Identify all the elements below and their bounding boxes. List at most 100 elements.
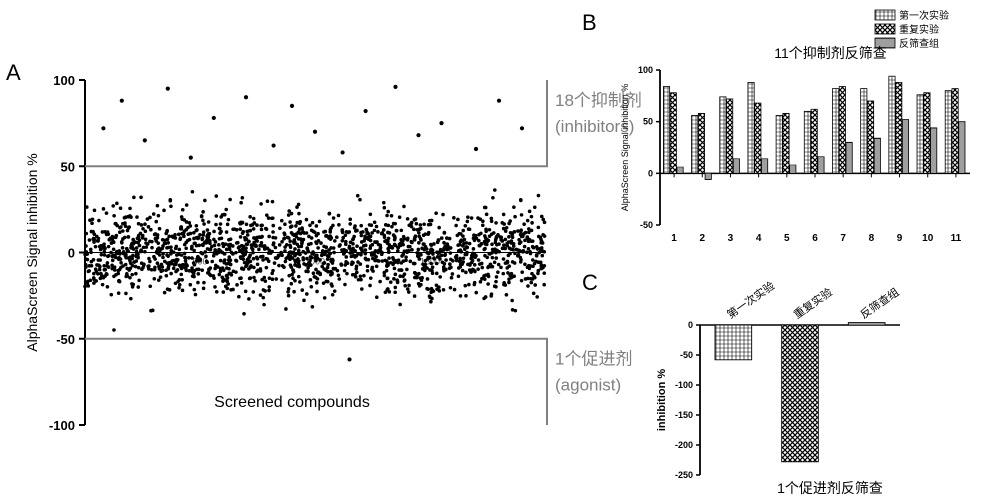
scatter-point: [354, 267, 358, 271]
scatter-point: [272, 241, 276, 245]
scatter-point: [513, 215, 517, 219]
ytick: -200: [675, 440, 693, 450]
scatter-point: [190, 256, 194, 260]
scatter-point: [400, 254, 404, 258]
scatter-point: [450, 276, 454, 280]
scatter-point: [163, 241, 167, 245]
scatter-point: [267, 235, 271, 239]
scatter-point: [505, 242, 509, 246]
scatter-point: [261, 255, 265, 259]
scatter-point: [481, 219, 485, 223]
scatter-point: [477, 233, 481, 237]
scatter-point: [505, 293, 509, 297]
scatter-point: [332, 251, 336, 255]
scatter-point: [419, 253, 423, 257]
scatter-point: [271, 224, 275, 228]
scatter-point: [318, 220, 322, 224]
scatter-point: [196, 237, 200, 241]
scatter-point: [183, 256, 187, 260]
scatter-point: [280, 219, 284, 223]
bar: [861, 89, 867, 174]
scatter-point: [169, 245, 173, 249]
scatter-point: [335, 235, 339, 239]
scatter-point: [494, 280, 498, 284]
bar: [715, 325, 752, 360]
scatter-point: [222, 268, 226, 272]
scatter-point: [452, 216, 456, 220]
scatter-point: [502, 213, 506, 217]
scatter-point: [382, 201, 386, 205]
inhibitor-point: [101, 126, 105, 130]
scatter-point: [428, 219, 432, 223]
scatter-point: [488, 228, 492, 232]
scatter-point: [407, 245, 411, 249]
scatter-point: [152, 212, 156, 216]
scatter-point: [260, 235, 264, 239]
scatter-point: [393, 236, 397, 240]
scatter-point: [301, 250, 305, 254]
scatter-point: [106, 285, 110, 289]
scatter-point: [466, 215, 470, 219]
scatter-point: [116, 256, 120, 260]
scatter-point: [169, 252, 173, 256]
scatter-point: [127, 215, 131, 219]
scatter-point: [124, 215, 128, 219]
legend-label: 第一次实验: [899, 9, 949, 22]
scatter-point: [310, 236, 314, 240]
scatter-point: [491, 196, 495, 200]
scatter-point: [114, 273, 118, 277]
scatter-point: [343, 251, 347, 255]
figure: ABC-100-5005010050010001500AlphaScreen S…: [0, 0, 1000, 503]
scatter-point: [125, 272, 129, 276]
bar: [804, 111, 810, 173]
scatter-point: [483, 247, 487, 251]
scatter-point: [328, 212, 332, 216]
scatter-point: [148, 216, 152, 220]
bar: [931, 128, 937, 173]
scatter-point: [533, 276, 537, 280]
scatter-point: [214, 264, 218, 268]
scatter-point: [90, 221, 94, 225]
scatter-point: [371, 266, 375, 270]
scatter-point: [301, 256, 305, 260]
scatter-point: [287, 274, 291, 278]
scatter-point: [247, 297, 251, 301]
scatter-point: [129, 297, 133, 301]
scatter-point: [522, 232, 526, 236]
scatter-point: [385, 269, 389, 273]
scatter-point: [393, 286, 397, 290]
scatter-point: [387, 250, 391, 254]
scatter-point: [337, 223, 341, 227]
scatter-point: [333, 289, 337, 293]
legend-label: 反筛查组: [899, 37, 939, 50]
scatter-point: [432, 242, 436, 246]
scatter-point: [352, 235, 356, 239]
scatter-point: [413, 218, 417, 222]
ytick: -50: [680, 350, 693, 360]
scatter-point: [271, 236, 275, 240]
scatter-point: [504, 238, 508, 242]
scatter-point: [359, 224, 363, 228]
scatter-point: [156, 261, 160, 265]
scatter-point: [507, 277, 511, 281]
scatter-point: [435, 272, 439, 276]
scatter-point: [102, 207, 106, 211]
scatter-point: [314, 268, 318, 272]
scatter-point: [343, 269, 347, 273]
inhibitor-point: [272, 143, 276, 147]
scatter-point: [263, 244, 267, 248]
scatter-point: [173, 263, 177, 267]
scatter-point: [127, 235, 131, 239]
scatter-point: [472, 247, 476, 251]
scatter-point: [163, 291, 167, 295]
scatter-point: [188, 269, 192, 273]
scatter-point: [129, 266, 133, 270]
scatter-point: [522, 249, 526, 253]
bar: [896, 82, 902, 173]
scatter-point: [84, 257, 88, 261]
scatter-point: [431, 271, 435, 275]
scatter-point: [135, 250, 139, 254]
ytick: 100: [53, 73, 75, 88]
scatter-point: [245, 230, 249, 234]
scatter-point: [493, 188, 497, 192]
